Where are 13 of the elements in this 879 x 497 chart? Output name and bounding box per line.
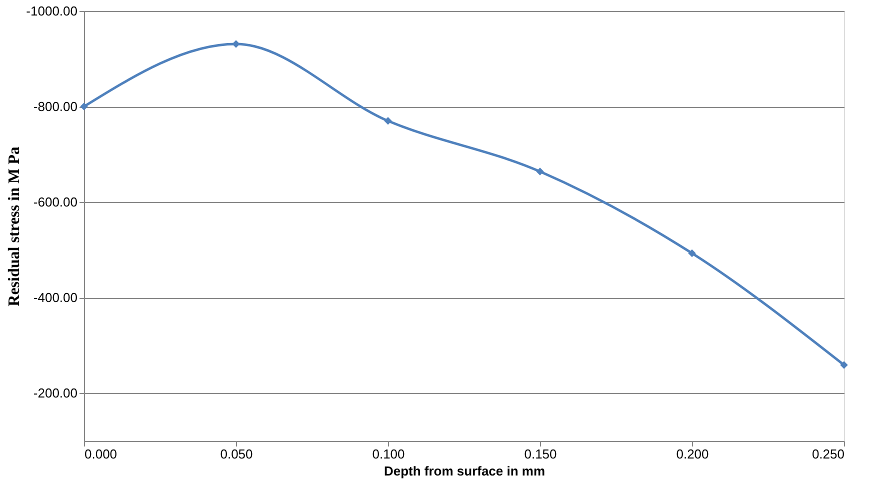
x-tick-label: 0.000 — [84, 446, 118, 462]
x-tick-label: 0.200 — [676, 446, 709, 462]
y-tick-label: -800.00 — [33, 99, 78, 114]
x-tick-label: 0.150 — [524, 446, 557, 462]
y-tick-label: -1000.00 — [26, 4, 78, 18]
y-tick-label: -200.00 — [33, 386, 78, 401]
y-tick-label: -600.00 — [33, 194, 78, 210]
y-axis-title: Residual stress in M Pa — [6, 146, 24, 306]
x-tick-label: 0.050 — [220, 446, 253, 462]
x-axis-title: Depth from surface in mm — [384, 464, 546, 478]
x-tick-label: 0.250 — [812, 446, 844, 462]
x-tick-label: 0.100 — [372, 446, 405, 462]
y-tick-label: -400.00 — [33, 290, 78, 306]
